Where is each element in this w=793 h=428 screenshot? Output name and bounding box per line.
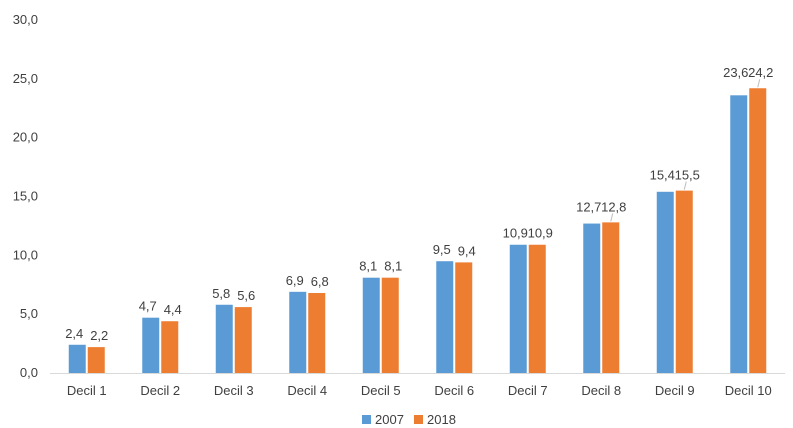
leader-lines: [610, 79, 761, 222]
x-tick-label: Decil 7: [508, 383, 548, 398]
legend: 2007 2018: [362, 412, 456, 427]
x-tick-label: Decil 10: [725, 383, 772, 398]
data-labels: 2,4 2,2 4,7 4,4 5,8 5,6 6,9 6,8 8,1 8,1 9,5 9,4 10,9…: [65, 65, 773, 343]
bar-2018-10: [749, 88, 767, 373]
x-tick-label: Decil 8: [581, 383, 621, 398]
data-label-2007-8: 12,7: [576, 199, 601, 214]
x-tick-label: Decil 3: [214, 383, 254, 398]
legend-swatch-2007: [362, 415, 371, 424]
bar-2018-4: [308, 292, 326, 373]
bar-2007-2: [142, 317, 160, 373]
x-tick-label: Decil 5: [361, 383, 401, 398]
legend-label-2007: 2007: [375, 412, 404, 427]
y-axis: 0,0 5,0 10,0 15,0 20,0 25,0 30,0: [13, 12, 38, 380]
bar-2018-7: [528, 244, 546, 373]
data-label-2018-4: 6,8: [311, 274, 329, 289]
leader-line-8: [610, 213, 614, 222]
bar-2018-6: [455, 262, 473, 373]
bar-2007-10: [730, 95, 748, 373]
data-label-2007-4: 6,9: [286, 273, 304, 288]
bar-2018-9: [675, 190, 693, 373]
y-tick-label: 20,0: [13, 130, 38, 145]
x-tick-label: Decil 4: [287, 383, 327, 398]
x-tick-label: Decil 2: [140, 383, 180, 398]
bar-2018-8: [602, 222, 620, 373]
x-tick-label: Decil 1: [67, 383, 107, 398]
data-label-2018-8: 12,8: [601, 199, 626, 214]
bar-2007-6: [436, 261, 454, 373]
data-label-2018-7: 10,9: [528, 226, 553, 241]
y-tick-label: 15,0: [13, 189, 38, 204]
y-tick-label: 30,0: [13, 12, 38, 27]
data-label-2007-2: 4,7: [139, 299, 157, 314]
data-label-2018-1: 2,2: [90, 328, 108, 343]
legend-swatch-2018: [414, 415, 423, 424]
data-label-2007-6: 9,5: [433, 242, 451, 257]
data-label-2007-10: 23,6: [723, 65, 748, 80]
data-label-2007-1: 2,4: [65, 326, 83, 341]
data-label-2018-2: 4,4: [164, 302, 182, 317]
bar-2018-1: [87, 347, 105, 373]
leader-line-9: [683, 181, 687, 190]
bar-2007-9: [656, 191, 674, 373]
bars: [68, 88, 767, 373]
bar-2007-8: [583, 223, 601, 373]
y-tick-label: 10,0: [13, 247, 38, 262]
data-label-2018-9: 15,5: [675, 168, 700, 183]
bar-2018-3: [234, 307, 252, 373]
bar-2007-4: [289, 291, 307, 373]
y-tick-label: 5,0: [20, 306, 38, 321]
bar-2018-2: [161, 321, 179, 373]
data-label-2018-10: 24,2: [748, 65, 773, 80]
bar-2018-5: [381, 277, 399, 373]
bar-2007-3: [215, 304, 233, 373]
leader-line-10: [757, 79, 761, 88]
x-tick-label: Decil 9: [655, 383, 695, 398]
x-tick-label: Decil 6: [434, 383, 474, 398]
data-label-2007-3: 5,8: [212, 286, 230, 301]
y-tick-label: 0,0: [20, 365, 38, 380]
y-tick-label: 25,0: [13, 71, 38, 86]
legend-label-2018: 2018: [427, 412, 456, 427]
data-label-2018-5: 8,1: [384, 259, 402, 274]
data-label-2018-3: 5,6: [237, 288, 255, 303]
data-label-2007-7: 10,9: [503, 226, 528, 241]
x-axis-ticks: Decil 1 Decil 2 Decil 3 Decil 4 Decil 5 Decil…: [67, 383, 772, 398]
bar-2007-1: [68, 344, 86, 373]
data-label-2007-9: 15,4: [650, 168, 675, 183]
data-label-2007-5: 8,1: [359, 259, 377, 274]
data-label-2018-6: 9,4: [458, 243, 476, 258]
bar-2007-5: [362, 277, 380, 373]
bar-2007-7: [509, 244, 527, 373]
